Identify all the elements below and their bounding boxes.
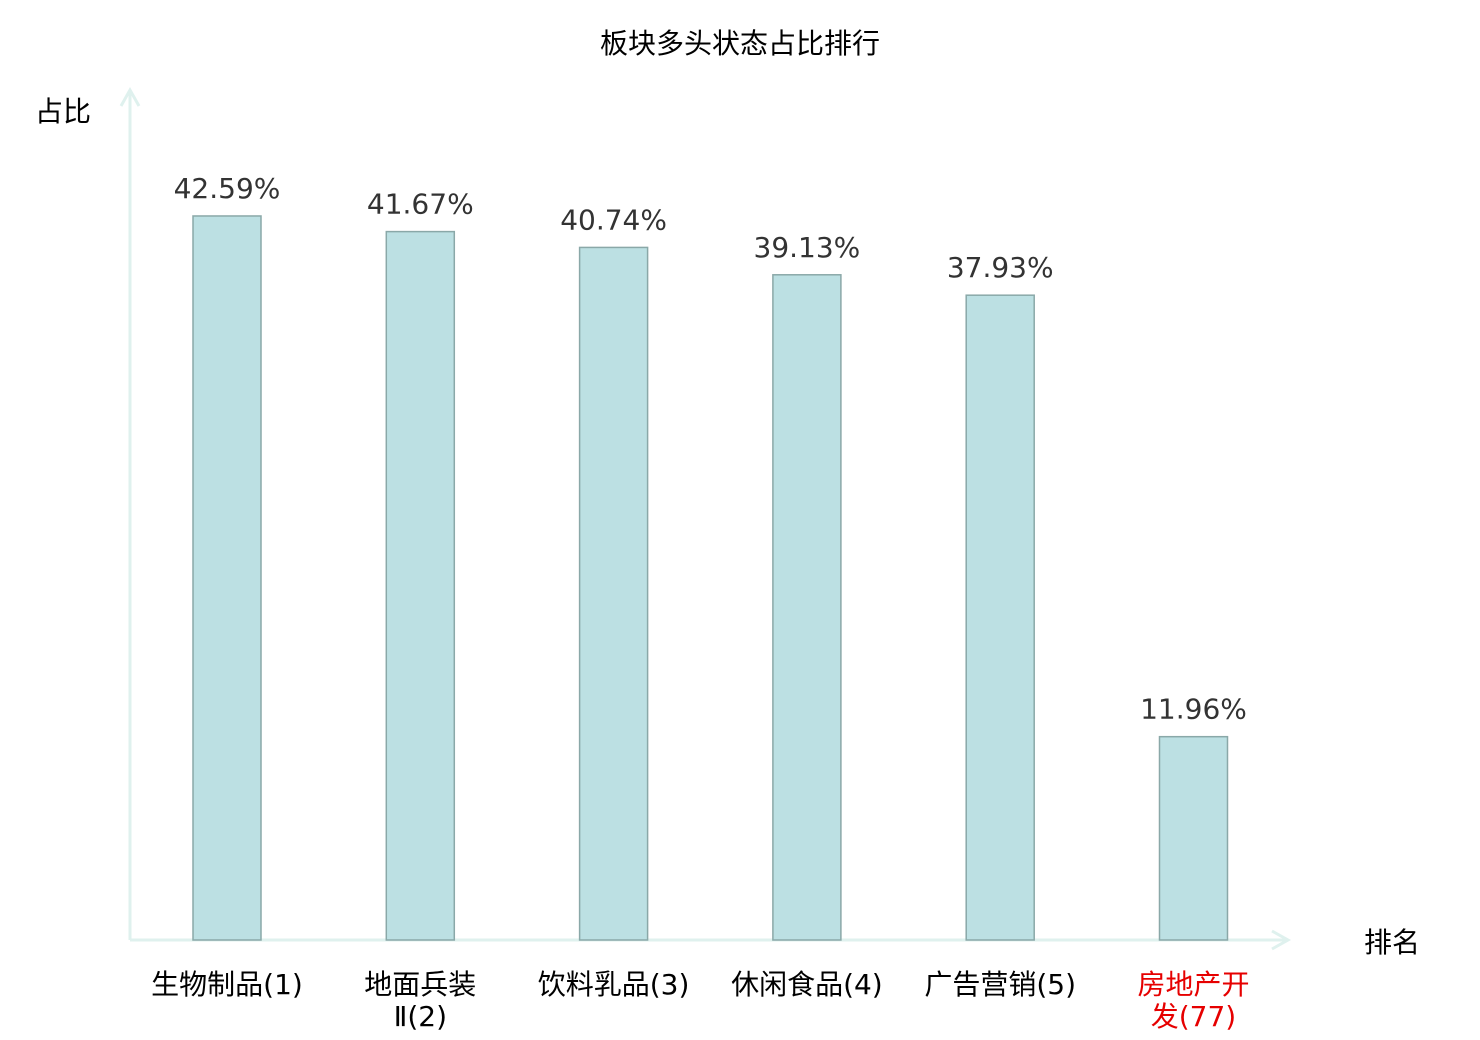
y-axis-label: 占比 bbox=[35, 95, 91, 128]
bar bbox=[1158, 735, 1229, 941]
value-label: 41.67% bbox=[367, 188, 474, 221]
y-axis-arrow-icon bbox=[119, 86, 141, 107]
bar bbox=[965, 294, 1035, 941]
x-axis-label: 排名 bbox=[1364, 926, 1420, 959]
category-label: 饮料乳品(3) bbox=[538, 968, 690, 1001]
bars: 42.59% 生物制品(1) 41.67% 地面兵装 Ⅱ(2) 40.74% 饮料乳品(3)… bbox=[151, 172, 1249, 1033]
bar bbox=[772, 274, 842, 941]
category-label: 生物制品(1) bbox=[151, 968, 303, 1001]
value-label: 11.96% bbox=[1140, 693, 1247, 726]
category-label: 休闲食品(4) bbox=[731, 968, 883, 1001]
value-label: 37.93% bbox=[947, 251, 1054, 284]
bar bbox=[192, 215, 262, 941]
category-label: 房地产开发(77) bbox=[1137, 968, 1249, 1033]
chart-title: 板块多头状态占比排行 bbox=[600, 27, 880, 60]
value-label: 39.13% bbox=[754, 231, 861, 264]
bar bbox=[385, 230, 456, 941]
value-label: 40.74% bbox=[560, 203, 667, 236]
value-label: 42.59% bbox=[174, 172, 281, 205]
category-label: 广告营销(5) bbox=[924, 968, 1076, 1001]
category-label: 地面兵装 Ⅱ(2) bbox=[364, 968, 476, 1033]
axes bbox=[119, 86, 1292, 951]
bar bbox=[578, 246, 649, 941]
x-axis-arrow-icon bbox=[1271, 929, 1292, 951]
